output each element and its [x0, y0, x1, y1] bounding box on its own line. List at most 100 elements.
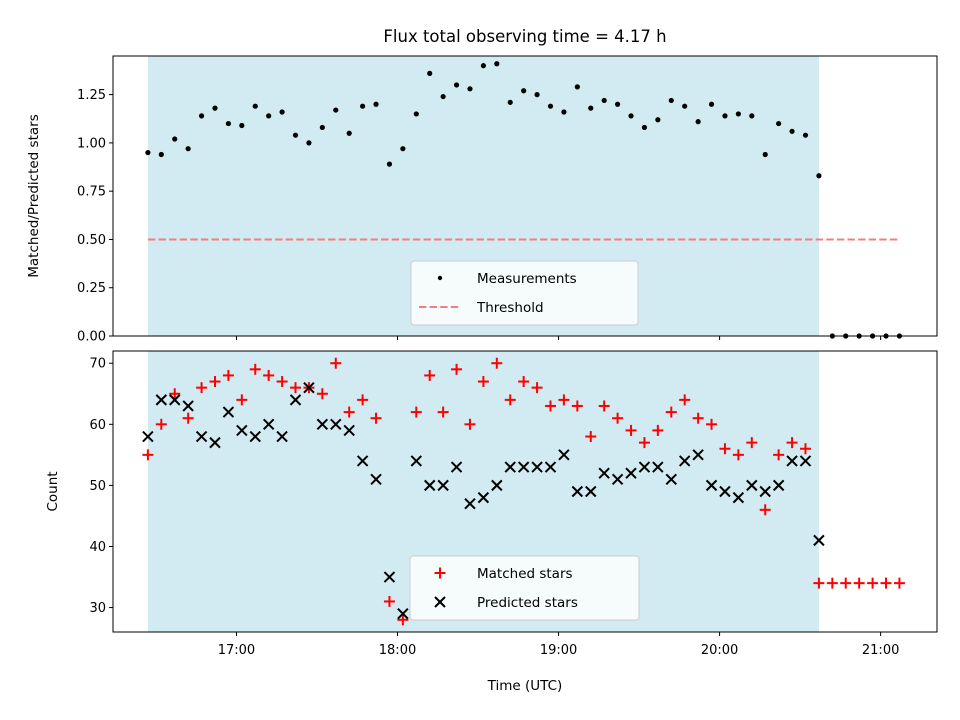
x-tick-label: 21:00	[862, 643, 899, 658]
y-tick-label: 0.00	[77, 330, 106, 345]
measurement-point	[695, 119, 701, 125]
measurement-point	[427, 70, 433, 76]
measurement-point	[279, 109, 285, 115]
measurement-point	[413, 111, 419, 117]
measurement-point	[467, 86, 473, 92]
measurement-point	[319, 124, 325, 131]
bottom-axes-frame	[112, 350, 938, 633]
matched-star-point	[464, 418, 476, 430]
legend-threshold-label: Threshold	[476, 300, 544, 316]
matched-star-point	[652, 424, 664, 436]
y-tick-label: 70	[89, 357, 106, 372]
predicted-star-point	[531, 461, 543, 473]
predicted-star-point	[558, 449, 570, 461]
predicted-star-point	[410, 455, 423, 467]
predicted-star-point	[464, 498, 476, 510]
measurement-point	[440, 93, 446, 100]
predicted-star-point	[491, 479, 503, 492]
matched-star-point	[397, 614, 409, 626]
x-tick-label: 19:00	[540, 643, 577, 658]
predicted-star-point	[544, 461, 557, 473]
predicted-star-point	[799, 455, 812, 467]
matched-star-point	[477, 376, 489, 388]
measurement-point	[400, 146, 406, 152]
measurement-point	[776, 120, 782, 127]
predicted-star-point	[356, 455, 369, 467]
x-tick-label: 17:00	[218, 643, 255, 658]
matched-star-point	[491, 357, 503, 369]
measurement-point	[386, 161, 393, 167]
predicted-star-point	[316, 418, 329, 431]
bottom-y-axis-label: Count	[45, 471, 61, 511]
y-tick-label: 1.00	[77, 136, 106, 151]
measurement-point	[668, 97, 674, 104]
matched-star-point	[316, 388, 328, 400]
predicted-star-point	[424, 479, 436, 492]
predicted-star-point	[585, 485, 597, 498]
predicted-star-point	[289, 394, 302, 406]
predicted-star-point	[276, 430, 288, 443]
predicted-star-point	[665, 473, 677, 485]
matched-star-point	[290, 382, 302, 394]
matched-star-point	[518, 376, 530, 388]
matched-star-point	[222, 369, 234, 381]
predicted-star-point	[142, 430, 154, 443]
matched-star-point	[612, 412, 624, 424]
matched-star-point	[706, 418, 718, 430]
y-tick-label: 40	[89, 540, 106, 555]
measurement-point	[185, 146, 191, 152]
bottom-x-ticks: 17:00 18:00 19:00 20:00 21:00	[218, 632, 899, 658]
predicted-star-point	[182, 400, 194, 412]
measurement-point	[292, 132, 299, 138]
bottom-legend-box	[409, 555, 640, 621]
y-tick-label: 0.75	[77, 185, 106, 200]
measurement-point	[346, 130, 352, 136]
predicted-star-point	[772, 479, 785, 492]
predicted-star-point	[236, 424, 248, 437]
measurement-point	[762, 151, 768, 158]
measurement-point	[574, 84, 580, 90]
predicted-star-point	[437, 479, 449, 492]
measurement-point	[252, 103, 258, 109]
measurement-point	[266, 113, 272, 119]
matched-star-point	[196, 382, 208, 394]
top-legend-box	[410, 260, 639, 326]
y-tick-label: 50	[89, 479, 106, 494]
matched-star-point	[155, 418, 167, 430]
measurement-point	[534, 92, 540, 98]
matched-star-point	[276, 376, 288, 388]
predicted-star-point	[262, 418, 275, 431]
predicted-star-point	[330, 418, 342, 431]
predicted-star-point	[625, 467, 637, 479]
predicted-star-point	[249, 430, 261, 443]
top-y-axis-label: Matched/Predicted stars	[26, 114, 42, 277]
y-tick-label: 1.25	[77, 88, 106, 103]
bottom-panel: 30 40 50 60 70 17:00 18:00 19:00 20:00 21:00 Tim…	[45, 350, 938, 694]
top-legend: Measurements Threshold	[410, 260, 639, 326]
matched-star-point	[424, 369, 436, 381]
matched-star-point	[853, 577, 865, 589]
measurement-point	[333, 107, 339, 113]
measurement-point	[158, 151, 164, 158]
measurement-point	[708, 101, 715, 107]
predicted-star-point	[155, 394, 168, 406]
matched-star-point	[182, 412, 194, 424]
measurement-point	[561, 109, 567, 115]
matched-star-point	[813, 577, 825, 589]
matched-star-point	[330, 357, 342, 369]
matched-star-point	[719, 443, 731, 455]
measurement-point	[360, 103, 366, 109]
matched-star-point	[370, 412, 382, 424]
matched-star-point	[504, 394, 516, 406]
predicted-star-point	[222, 406, 235, 418]
bottom-y-ticks: 30 40 50 60 70	[89, 357, 113, 616]
matched-star-point	[142, 449, 154, 461]
predicted-star-point	[397, 607, 409, 620]
measurement-point	[306, 140, 312, 146]
predicted-star-point	[383, 571, 396, 583]
matched-star-point	[571, 400, 583, 412]
matched-star-point	[531, 382, 543, 394]
predicted-star-point	[746, 479, 758, 492]
measurement-point	[507, 99, 513, 105]
matched-star-point	[585, 431, 597, 443]
